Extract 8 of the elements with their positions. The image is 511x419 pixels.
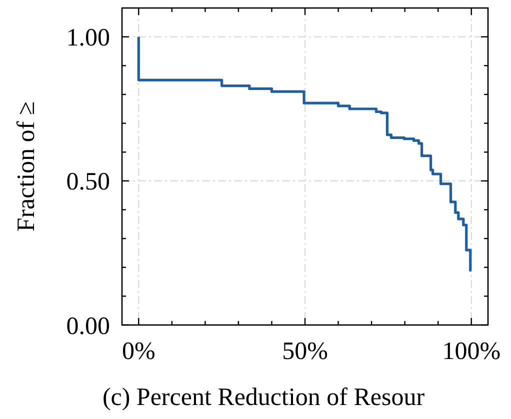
x-tick-label: 50% — [282, 338, 328, 365]
x-axis-title: (c) Percent Reduction of Resour — [102, 384, 426, 411]
x-tick-label: 100% — [442, 338, 501, 365]
y-tick-label: 0.50 — [66, 168, 110, 196]
y-tick-label: 1.00 — [66, 24, 110, 52]
x-tick-label: 0% — [122, 338, 156, 365]
y-axis-title: Fraction of ≥ — [13, 101, 40, 232]
y-tick-label: 0.00 — [66, 312, 110, 340]
